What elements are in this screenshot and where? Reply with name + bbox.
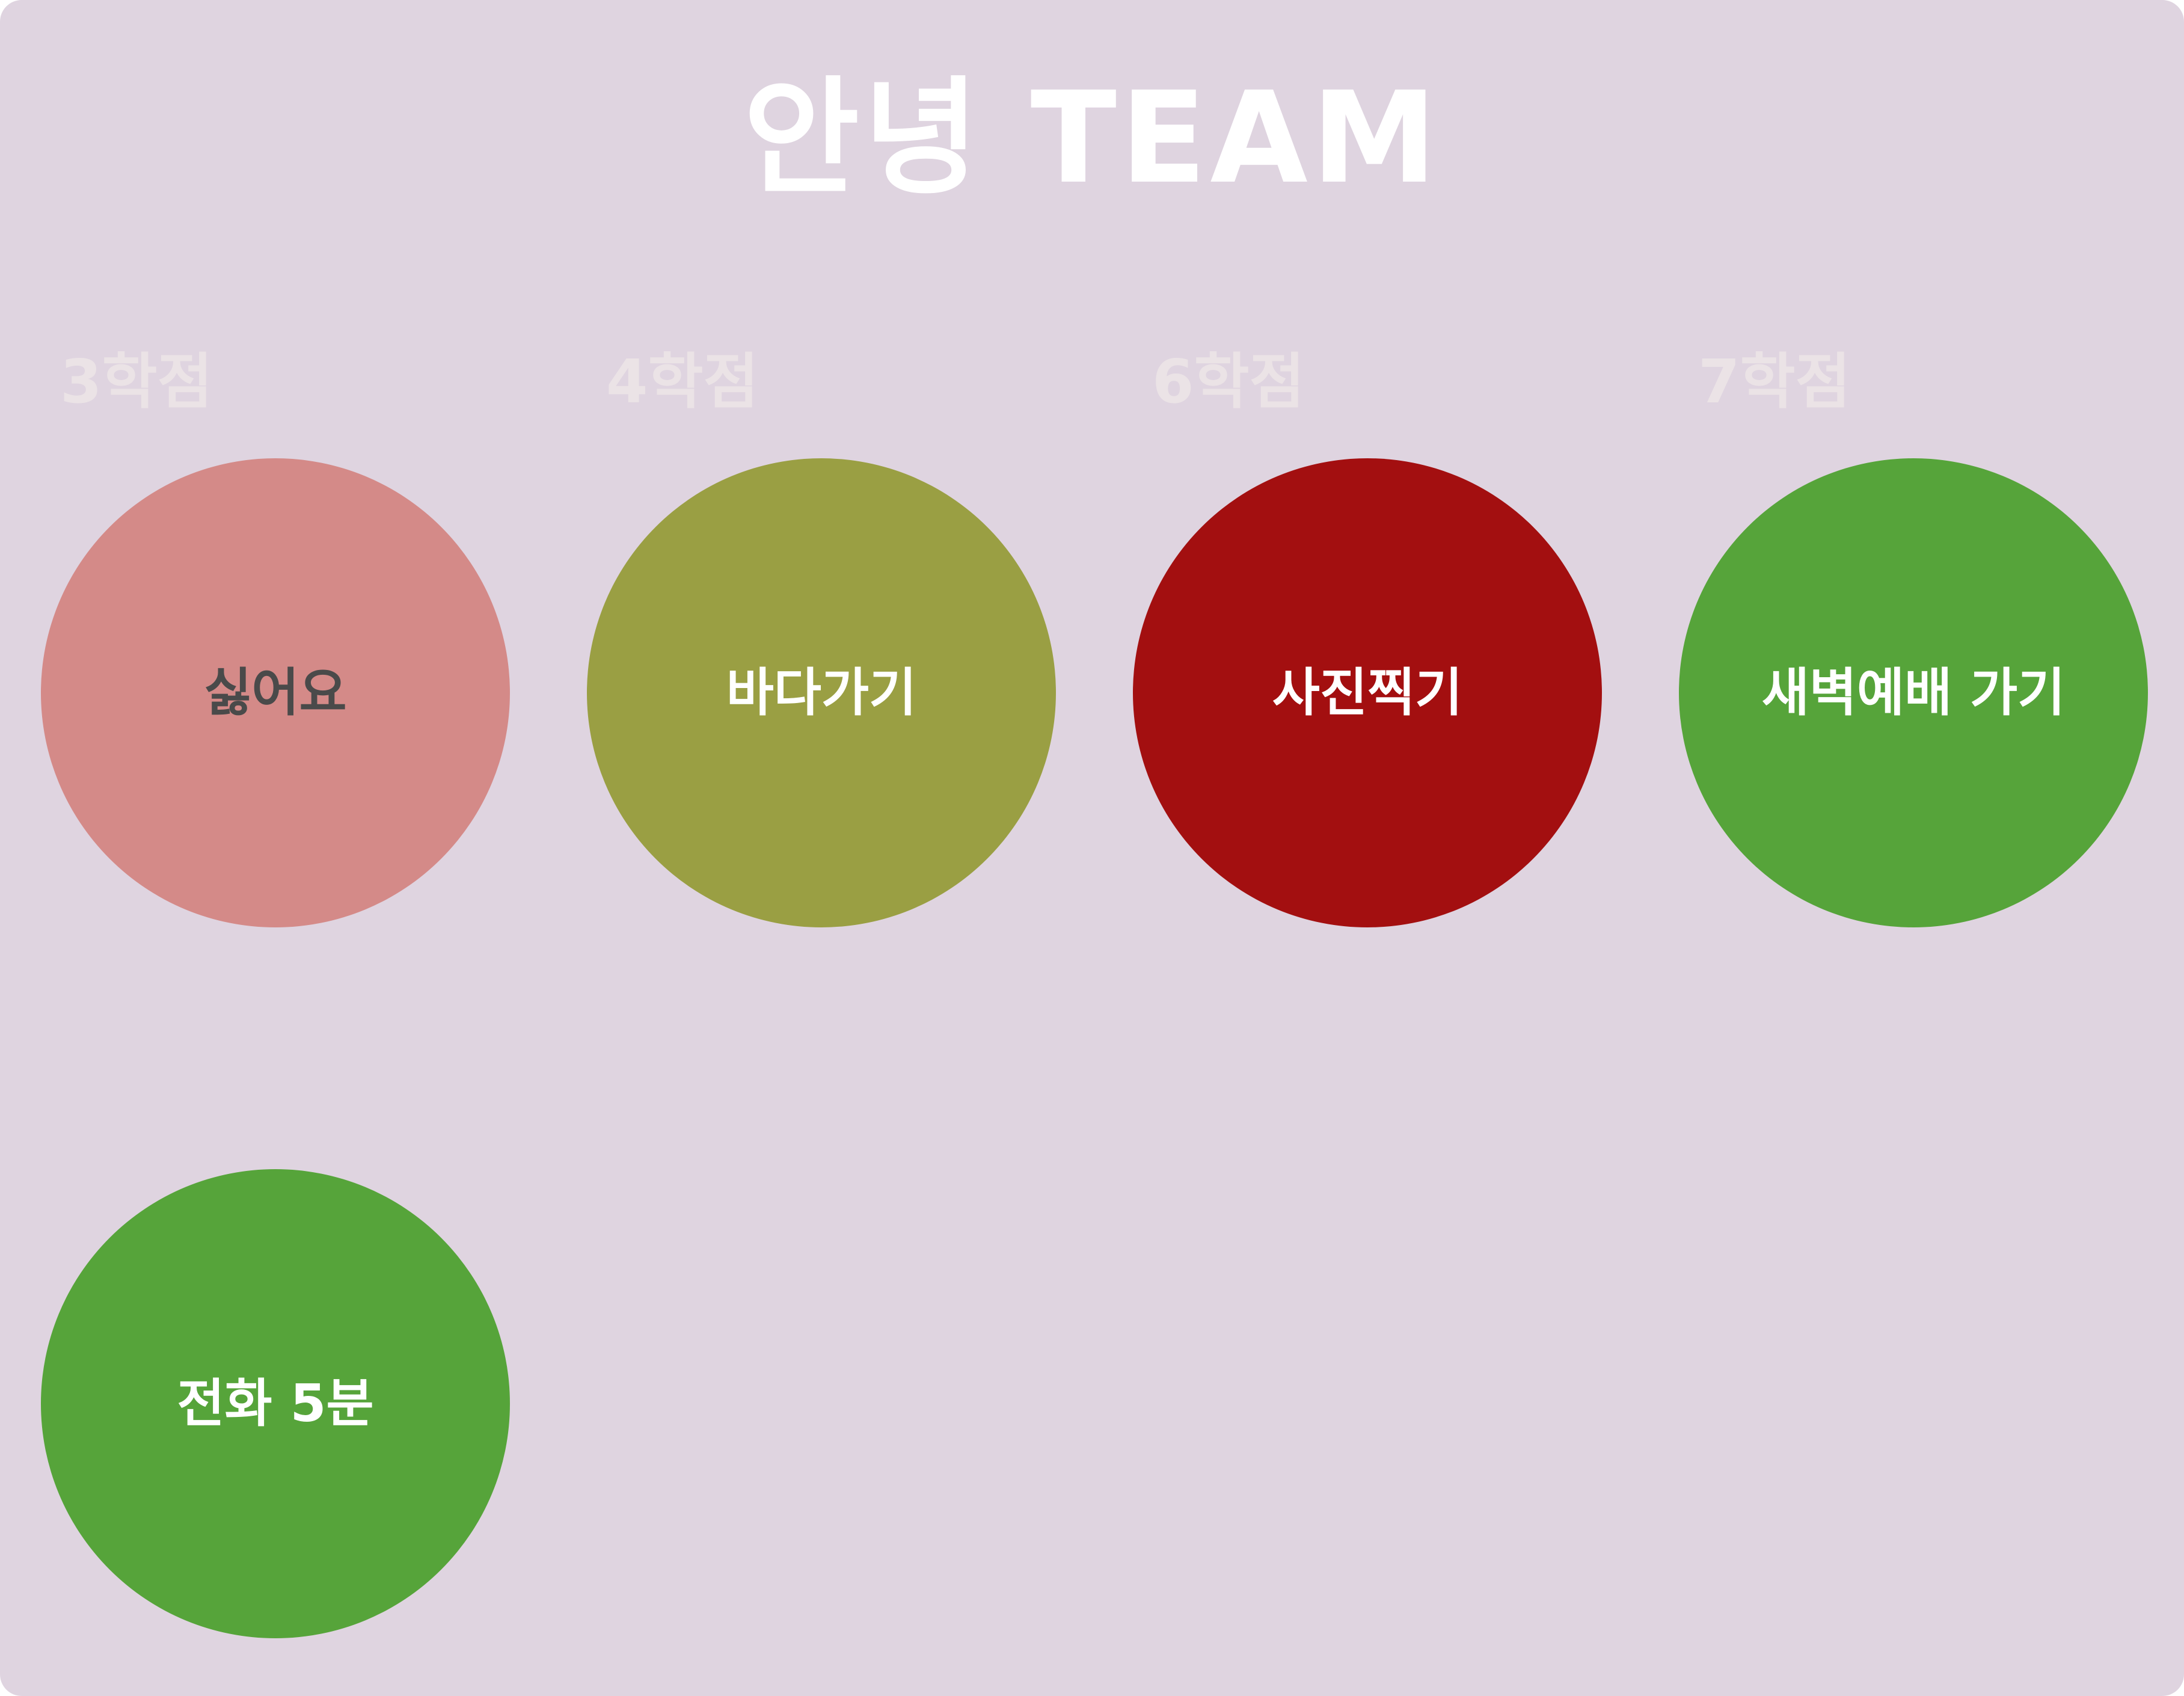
column-label-2: 4학점 [606,346,759,417]
card-label-3: 사진찍기 [1272,663,1463,723]
card-circle-4[interactable]: 새벽예배 가기 [1679,458,2148,927]
card-circle-2[interactable]: 바다가기 [587,458,1056,927]
card-label-2: 바다가기 [726,663,917,723]
column-label-3: 6학점 [1152,346,1305,417]
card-label-1: 싫어요 [204,663,347,723]
card-label-5: 전화 5분 [177,1374,374,1434]
card-circle-3[interactable]: 사진찍기 [1133,458,1602,927]
board-title: 안녕 TEAM [743,64,1441,212]
card-circle-5[interactable]: 전화 5분 [41,1169,510,1638]
card-label-4: 새벽예배 가기 [1761,663,2066,723]
column-label-1: 3학점 [60,346,213,417]
card-circle-1[interactable]: 싫어요 [41,458,510,927]
column-label-4: 7학점 [1698,346,1851,417]
